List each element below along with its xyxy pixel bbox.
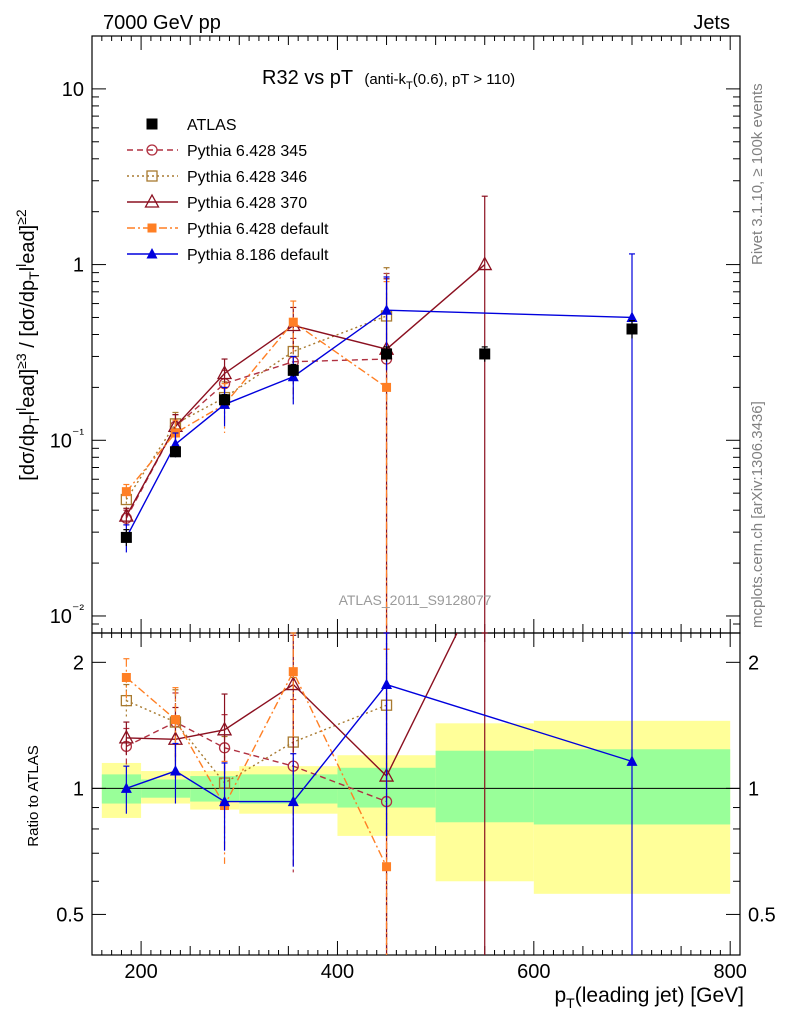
point-p6def bbox=[382, 862, 392, 872]
legend-label-p8def: Pythia 8.186 default bbox=[187, 247, 329, 264]
point-p370 bbox=[118, 507, 134, 522]
ratio-y-axis-title: Ratio to ATLAS bbox=[25, 745, 42, 846]
x-tick-label: 400 bbox=[321, 961, 354, 983]
series-data bbox=[120, 319, 638, 547]
y-tick-label-ratio: 1 bbox=[73, 778, 84, 800]
legend-entry-p8def: Pythia 8.186 default bbox=[127, 247, 329, 264]
analysis-watermark: ATLAS_2011_S9128077 bbox=[339, 592, 492, 608]
point-p370 bbox=[216, 365, 233, 380]
y-tick-label-main: 10 bbox=[62, 79, 84, 101]
point-data bbox=[479, 348, 491, 360]
point-data bbox=[219, 394, 231, 406]
legend: ATLAS Pythia 6.428 345 Pythia 6.428 346 Pyt… bbox=[127, 117, 329, 264]
band-inner-bin bbox=[239, 774, 338, 804]
y-tick-label-main: 10⁻¹ bbox=[50, 425, 85, 452]
point-p8def bbox=[169, 765, 181, 776]
series-line-p370 bbox=[125, 264, 486, 517]
y-tick-label-ratio: 2 bbox=[73, 652, 84, 674]
point-p6def bbox=[288, 317, 298, 327]
x-tick-label: 600 bbox=[517, 961, 550, 983]
legend-entry-p6def: Pythia 6.428 default bbox=[127, 221, 329, 238]
series-p346 bbox=[120, 267, 393, 509]
series-line-p345 bbox=[125, 358, 387, 519]
point-data bbox=[169, 446, 181, 458]
y-tick-label-main: 1 bbox=[73, 255, 84, 277]
legend-entry-p346: Pythia 6.428 346 bbox=[127, 169, 307, 186]
y-tick-label-ratio-right: 1 bbox=[748, 778, 759, 800]
x-tick-label: 800 bbox=[713, 961, 746, 983]
point-p8def bbox=[120, 782, 132, 793]
series-p345 bbox=[120, 272, 393, 633]
series-p6def bbox=[121, 281, 392, 633]
series-p8def bbox=[120, 632, 638, 955]
legend-marker-p370 bbox=[144, 193, 160, 208]
y-tick-label-ratio: 0.5 bbox=[56, 904, 84, 926]
legend-entry-p370: Pythia 6.428 370 bbox=[127, 193, 307, 212]
header-right: Jets bbox=[693, 12, 730, 34]
header-left: 7000 GeV pp bbox=[103, 12, 221, 34]
ratio-series bbox=[118, 632, 638, 955]
mcplots-label: mcplots.cern.ch [arXiv:1306.3436] bbox=[749, 401, 766, 628]
point-data bbox=[120, 531, 132, 543]
point-data bbox=[381, 348, 393, 360]
legend-label-p345: Pythia 6.428 345 bbox=[187, 143, 307, 160]
x-axis-title: pT(leading jet) [GeV] bbox=[554, 984, 744, 1011]
legend-label-data: ATLAS bbox=[187, 117, 237, 134]
y-tick-label-ratio-right: 2 bbox=[748, 652, 759, 674]
series-line-p6def bbox=[125, 321, 387, 493]
legend-label-p346: Pythia 6.428 346 bbox=[187, 169, 307, 186]
series-line-p8def bbox=[125, 309, 633, 538]
point-p8def bbox=[626, 755, 638, 766]
series-line-p346 bbox=[125, 315, 387, 500]
point-p8def bbox=[626, 311, 638, 322]
point-p370 bbox=[216, 721, 233, 736]
chart-title: R32 vs pT (anti-kT(0.6), pT > 110) bbox=[262, 67, 515, 92]
legend-label-p370: Pythia 6.428 370 bbox=[187, 195, 307, 212]
point-data bbox=[626, 323, 638, 335]
legend-marker-p346 bbox=[146, 170, 158, 182]
legend-entry-p345: Pythia 6.428 345 bbox=[127, 143, 307, 160]
legend-label-p6def: Pythia 6.428 default bbox=[187, 221, 329, 238]
y-tick-label-main: 10⁻² bbox=[50, 601, 85, 628]
point-p8def bbox=[219, 795, 231, 807]
point-p8def bbox=[381, 678, 393, 690]
main-series bbox=[118, 195, 638, 633]
legend-marker-p345 bbox=[146, 144, 158, 156]
rivet-label: Rivet 3.1.10, ≥ 100k events bbox=[749, 83, 766, 265]
point-data bbox=[287, 364, 299, 376]
legend-marker-p8def bbox=[146, 248, 158, 259]
point-p6def bbox=[288, 667, 298, 677]
point-p6def bbox=[121, 672, 131, 682]
x-tick-label: 200 bbox=[124, 961, 157, 983]
legend-entry-data: ATLAS bbox=[146, 117, 237, 134]
series-p8def bbox=[120, 253, 638, 633]
main-y-axis-title: [dσ/dpTllead]≥3 / [dσ/dpTllead]≥2 bbox=[13, 209, 42, 481]
title-main: R32 vs pT bbox=[262, 67, 353, 89]
point-p370 bbox=[477, 256, 493, 271]
title-sub-post: (0.6), pT > 110) bbox=[413, 71, 515, 88]
axes: 200 400 600 800 10⁻² 10⁻¹ 1 10 0.5 0.5 1 1 2 2 bbox=[50, 35, 776, 983]
point-p6def bbox=[170, 715, 180, 725]
series-line-p8def bbox=[126, 683, 633, 803]
legend-marker-p6def bbox=[147, 223, 157, 233]
point-p370 bbox=[118, 729, 134, 744]
point-p6def bbox=[121, 487, 131, 497]
point-p8def bbox=[381, 304, 393, 315]
series-line-p370 bbox=[126, 633, 458, 778]
title-sub-pre: (anti-k bbox=[364, 71, 406, 88]
point-p8def bbox=[287, 795, 299, 807]
point-p370 bbox=[285, 676, 301, 691]
band-inner-bin bbox=[101, 774, 142, 804]
y-tick-label-ratio-right: 0.5 bbox=[748, 904, 776, 926]
title-sub-sub: T bbox=[406, 80, 413, 92]
legend-marker-data bbox=[146, 118, 158, 130]
point-p6def bbox=[382, 382, 392, 392]
